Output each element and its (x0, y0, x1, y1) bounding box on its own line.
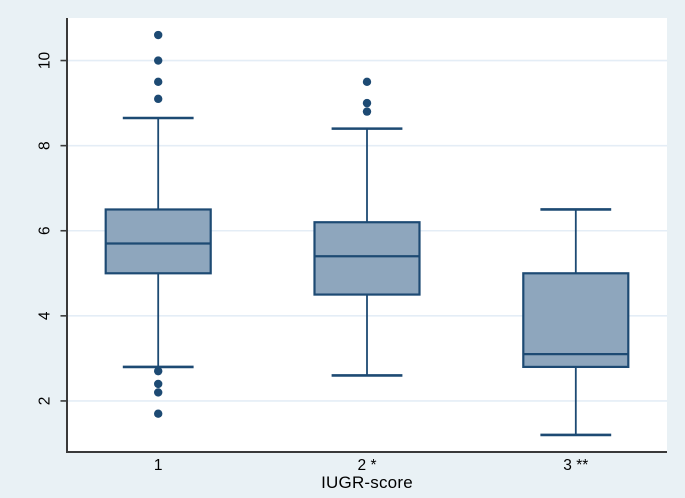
outlier-dot (362, 98, 372, 108)
x-tick-label: 2 * (358, 457, 377, 474)
outlier-dot (154, 30, 163, 40)
y-tick-label: 10 (37, 52, 54, 70)
outlier-dot (362, 77, 372, 87)
y-tick-label: 6 (37, 226, 54, 235)
outlier-dot (154, 56, 163, 65)
iqr-box (313, 221, 421, 296)
y-tick-label: 4 (37, 311, 54, 320)
y-tick-label: 2 (37, 397, 54, 406)
x-tick-label: 1 (154, 457, 163, 474)
x-axis-title: IUGR-score (321, 473, 413, 492)
x-tick-label: 3 ** (563, 457, 588, 474)
outlier-dot (154, 94, 163, 104)
outlier-dot (154, 388, 163, 397)
outlier-dot (362, 107, 372, 116)
outlier-dot (154, 366, 163, 376)
iqr-box (104, 208, 212, 275)
outlier-dot (154, 409, 163, 418)
outlier-dot (154, 379, 163, 389)
y-tick-label: 8 (37, 141, 54, 150)
iqr-box (522, 272, 630, 369)
outlier-dot (154, 77, 163, 87)
